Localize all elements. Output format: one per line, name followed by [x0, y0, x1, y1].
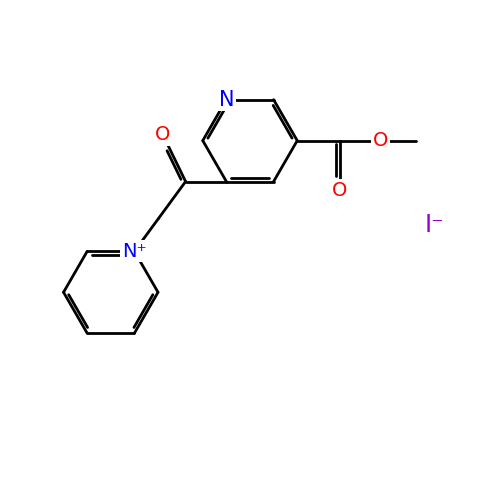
Text: N: N — [218, 90, 234, 110]
Text: O: O — [332, 181, 347, 200]
Text: O: O — [154, 126, 170, 144]
Text: N⁺: N⁺ — [122, 242, 147, 261]
Text: O: O — [372, 131, 388, 150]
Text: I⁻: I⁻ — [424, 213, 444, 237]
